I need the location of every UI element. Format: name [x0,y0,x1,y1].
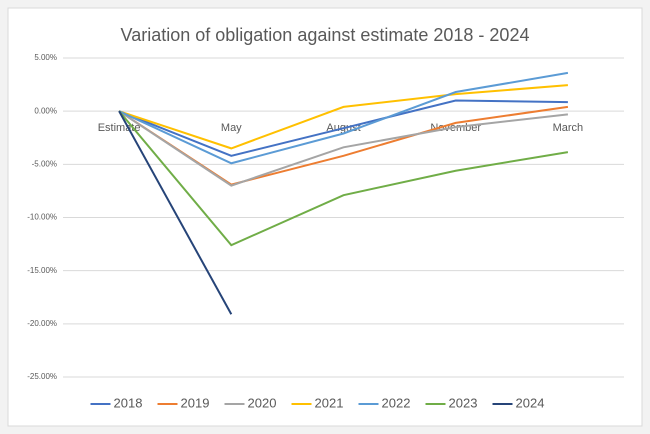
y-tick-label: -5.00% [32,159,57,168]
legend-label: 2019 [181,395,210,410]
legend-label: 2020 [248,395,277,410]
x-tick-label: May [221,122,242,134]
legend-label: 2018 [114,395,143,410]
legend-label: 2021 [315,395,344,410]
y-tick-label: -20.00% [27,319,57,328]
y-tick-label: -15.00% [27,266,57,275]
legend-label: 2023 [449,395,478,410]
chart-title: Variation of obligation against estimate… [121,25,530,45]
legend-label: 2022 [382,395,411,410]
x-tick-label: March [553,122,584,134]
legend-label: 2024 [516,395,545,410]
series-line [118,99,568,157]
series-line [118,71,569,165]
series-line [118,110,233,315]
series-line [118,110,569,187]
y-tick-label: -25.00% [27,372,57,381]
y-tick-label: 0.00% [34,106,57,115]
y-tick-label: -10.00% [27,213,57,222]
y-tick-label: 5.00% [34,53,57,62]
series-line [118,110,569,247]
series-line [118,84,568,150]
